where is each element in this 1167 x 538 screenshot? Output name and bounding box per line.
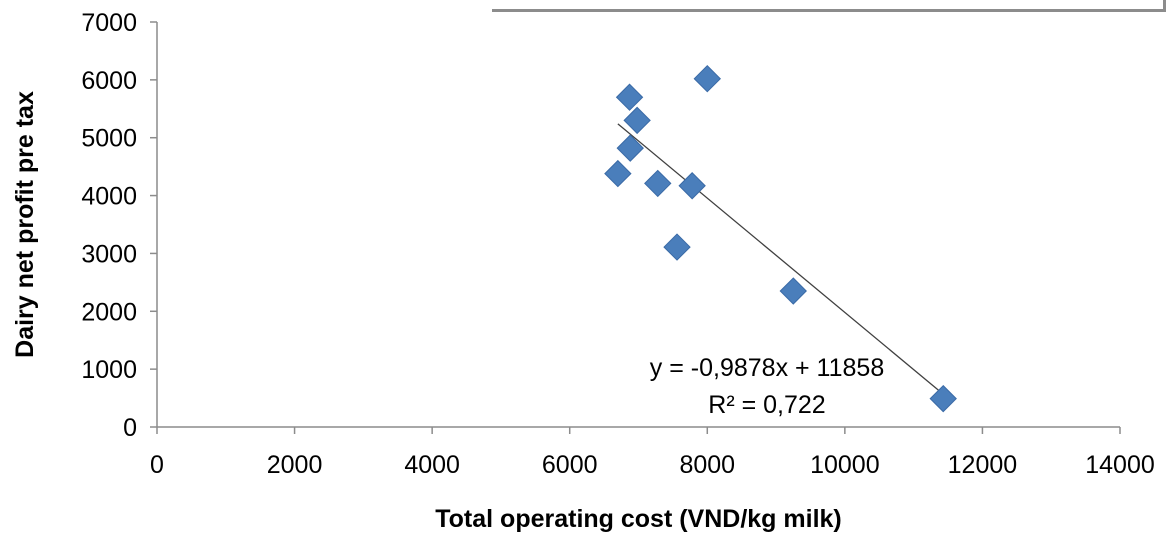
- data-point-marker: [623, 106, 651, 135]
- y-tick-label: 4000: [81, 183, 137, 211]
- x-tick-label: 14000: [1085, 451, 1155, 479]
- data-points: [604, 64, 957, 413]
- data-point-marker: [663, 233, 691, 261]
- x-tick-label: 0: [150, 451, 164, 479]
- trendline: [617, 123, 944, 395]
- data-point-marker: [779, 277, 807, 305]
- r-squared-label: R² = 0,722: [708, 391, 825, 419]
- y-tick-label: 7000: [81, 9, 137, 37]
- data-point-marker: [604, 159, 632, 188]
- y-tick-label: 2000: [81, 298, 137, 326]
- trendline-group: [617, 123, 944, 395]
- y-axis-title: Dairy net profit pre tax: [11, 91, 39, 358]
- x-tick-label: 4000: [404, 451, 460, 479]
- y-tick-label: 3000: [81, 240, 137, 268]
- x-axis-ticks: 0 2000 4000 6000 8000 10000 12000 14000: [150, 427, 1155, 479]
- y-tick-label: 1000: [81, 356, 137, 384]
- x-tick-label: 6000: [542, 451, 598, 479]
- trendline-equation: y = -0,9878x + 11858: [650, 354, 884, 382]
- data-point-marker: [616, 134, 644, 162]
- data-point-marker: [929, 384, 957, 413]
- y-tick-label: 0: [123, 414, 137, 442]
- x-tick-label: 8000: [679, 451, 735, 479]
- axes: [156, 22, 1120, 428]
- x-axis-title: Total operating cost (VND/kg milk): [435, 505, 842, 533]
- data-point-marker: [693, 64, 721, 93]
- data-point-marker: [644, 169, 672, 198]
- data-point-marker: [678, 172, 706, 200]
- x-tick-label: 2000: [267, 451, 323, 479]
- y-tick-label: 6000: [81, 67, 137, 95]
- x-tick-label: 10000: [810, 451, 880, 479]
- y-axis-ticks: 0 1000 2000 3000 4000 5000 6000 7000: [81, 9, 157, 442]
- y-tick-label: 5000: [81, 125, 137, 153]
- chart-frame-edge: [492, 0, 1166, 12]
- x-tick-label: 12000: [948, 451, 1018, 479]
- data-point-marker: [615, 83, 644, 111]
